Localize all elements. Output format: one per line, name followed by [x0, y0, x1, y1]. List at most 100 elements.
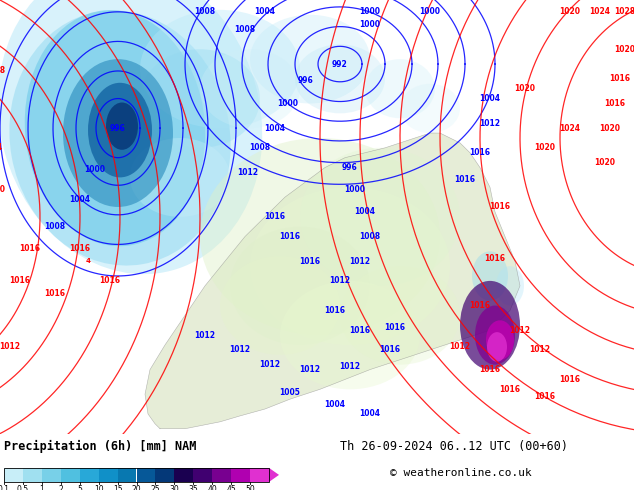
Text: 1016: 1016 — [20, 244, 41, 253]
Text: 1020: 1020 — [559, 7, 581, 16]
Text: 10: 10 — [94, 485, 103, 490]
Text: 1016: 1016 — [384, 323, 406, 332]
Text: 1004: 1004 — [354, 207, 375, 217]
Text: 1016: 1016 — [70, 244, 91, 253]
Ellipse shape — [140, 49, 260, 148]
Text: 1016: 1016 — [479, 365, 500, 374]
Text: 4: 4 — [86, 258, 91, 264]
Text: 1016: 1016 — [559, 375, 581, 384]
Text: 996: 996 — [110, 123, 126, 133]
Ellipse shape — [250, 15, 370, 103]
Text: 30: 30 — [169, 485, 179, 490]
FancyBboxPatch shape — [174, 468, 193, 482]
Text: 1012: 1012 — [339, 362, 361, 371]
Text: 50: 50 — [245, 485, 255, 490]
Text: 1020: 1020 — [614, 45, 634, 54]
Text: 1012: 1012 — [195, 331, 216, 340]
Text: 1024: 1024 — [0, 144, 3, 152]
Ellipse shape — [200, 49, 300, 128]
Text: 1008: 1008 — [195, 7, 216, 16]
FancyBboxPatch shape — [61, 468, 80, 482]
Text: 1000: 1000 — [84, 165, 105, 174]
FancyBboxPatch shape — [250, 468, 269, 482]
Ellipse shape — [106, 102, 138, 150]
Text: 1000: 1000 — [420, 7, 441, 16]
Text: 1004: 1004 — [479, 94, 500, 103]
Text: 1016: 1016 — [325, 306, 346, 315]
Ellipse shape — [472, 251, 508, 300]
Text: 1012: 1012 — [330, 276, 351, 285]
Ellipse shape — [496, 266, 524, 306]
Ellipse shape — [400, 84, 460, 133]
Ellipse shape — [250, 187, 450, 345]
Ellipse shape — [200, 138, 440, 335]
Text: 15: 15 — [113, 485, 122, 490]
Ellipse shape — [10, 10, 231, 266]
FancyBboxPatch shape — [155, 468, 174, 482]
Text: 1005: 1005 — [280, 388, 301, 397]
FancyBboxPatch shape — [42, 468, 61, 482]
Text: 1004: 1004 — [70, 195, 91, 203]
Text: 1008: 1008 — [235, 25, 256, 34]
Text: 2: 2 — [58, 485, 63, 490]
Text: 1000: 1000 — [344, 185, 365, 194]
Ellipse shape — [340, 266, 460, 365]
Ellipse shape — [460, 281, 520, 369]
FancyBboxPatch shape — [117, 468, 136, 482]
FancyBboxPatch shape — [99, 468, 117, 482]
Ellipse shape — [63, 59, 173, 207]
Text: 1016: 1016 — [500, 385, 521, 394]
FancyBboxPatch shape — [212, 468, 231, 482]
Text: 1016: 1016 — [534, 392, 555, 401]
Text: 1016: 1016 — [470, 148, 491, 157]
Ellipse shape — [25, 10, 205, 246]
Text: 1016: 1016 — [455, 175, 476, 184]
Text: 1012: 1012 — [479, 119, 500, 128]
Text: 1016: 1016 — [10, 276, 30, 285]
Text: 1000: 1000 — [359, 20, 380, 29]
Text: 1024: 1024 — [590, 7, 611, 16]
Text: 992: 992 — [332, 60, 348, 69]
Text: 35: 35 — [188, 485, 198, 490]
Text: 1016: 1016 — [489, 202, 510, 212]
Ellipse shape — [486, 320, 514, 360]
FancyBboxPatch shape — [231, 468, 250, 482]
Text: 25: 25 — [151, 485, 160, 490]
Ellipse shape — [88, 83, 152, 177]
Text: 1020: 1020 — [595, 158, 616, 167]
FancyBboxPatch shape — [136, 468, 155, 482]
Text: 1008: 1008 — [44, 222, 65, 231]
Text: 1016: 1016 — [609, 74, 630, 83]
Text: 1012: 1012 — [450, 343, 470, 351]
Text: 1028: 1028 — [0, 67, 6, 75]
Text: 1012: 1012 — [510, 326, 531, 335]
Text: 1020: 1020 — [534, 144, 555, 152]
Text: 1016: 1016 — [349, 326, 370, 335]
Ellipse shape — [300, 148, 460, 286]
Text: 1008: 1008 — [359, 232, 380, 241]
FancyBboxPatch shape — [4, 468, 23, 482]
Text: 1000: 1000 — [278, 99, 299, 108]
Text: 20: 20 — [132, 485, 141, 490]
Text: 0.1: 0.1 — [0, 485, 10, 490]
Ellipse shape — [487, 332, 507, 362]
FancyBboxPatch shape — [193, 468, 212, 482]
Text: 1004: 1004 — [264, 123, 285, 133]
Text: 1004: 1004 — [359, 410, 380, 418]
Text: 1016: 1016 — [264, 212, 285, 221]
Text: 1016: 1016 — [44, 289, 65, 298]
Text: 1016: 1016 — [299, 257, 321, 266]
FancyBboxPatch shape — [80, 468, 99, 482]
Text: 1028: 1028 — [614, 7, 634, 16]
Ellipse shape — [220, 256, 340, 355]
Ellipse shape — [295, 45, 385, 113]
Text: 1012: 1012 — [529, 345, 550, 354]
Ellipse shape — [280, 281, 420, 389]
Text: 1008: 1008 — [249, 144, 271, 152]
Text: 1012: 1012 — [0, 343, 20, 351]
Text: Precipitation (6h) [mm] NAM: Precipitation (6h) [mm] NAM — [4, 440, 197, 453]
Text: 1012: 1012 — [259, 360, 280, 369]
Text: 1012: 1012 — [238, 168, 259, 177]
Text: 1012: 1012 — [349, 257, 370, 266]
Text: 996: 996 — [342, 163, 358, 172]
